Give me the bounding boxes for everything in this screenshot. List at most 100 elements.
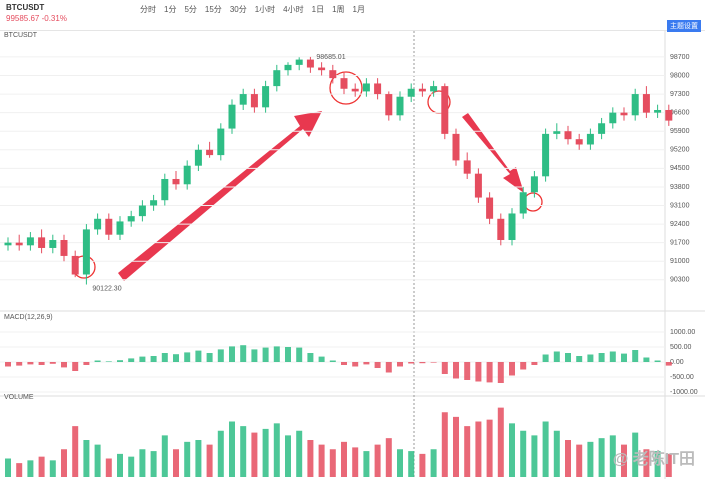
bar xyxy=(509,423,515,477)
candle-body xyxy=(217,128,225,156)
candle-body xyxy=(586,133,594,145)
chart: BTCUSDT 98700 98000 97300 96600 95900 95200 945… xyxy=(0,31,705,479)
interval[interactable]: 30分 xyxy=(229,5,247,14)
bar xyxy=(217,430,224,477)
bar xyxy=(117,453,123,477)
y-tick-label: 98700 xyxy=(670,54,690,61)
bar xyxy=(565,353,571,362)
interval[interactable]: 1月 xyxy=(352,5,365,14)
bar xyxy=(576,444,583,477)
interval[interactable]: 4小时 xyxy=(283,5,304,14)
y-tick-label: 94500 xyxy=(670,165,690,172)
bar xyxy=(105,458,112,477)
candle-body xyxy=(452,133,460,161)
bar xyxy=(408,451,415,477)
candle-body xyxy=(598,123,606,134)
bar xyxy=(419,453,426,477)
bar xyxy=(497,407,504,477)
candle-body xyxy=(407,88,415,97)
bar xyxy=(576,356,583,362)
toolbar: BTCUSDT 99585.67 -0.31% 分时 1分 5分 15分 30分 1小时 4… xyxy=(0,0,705,32)
bar xyxy=(229,421,235,477)
y-tick-label: 92400 xyxy=(670,221,690,228)
panel-label: VOLUME xyxy=(4,394,34,401)
interval[interactable]: 1周 xyxy=(332,5,345,14)
bar xyxy=(397,449,403,477)
settings-button[interactable]: 主题设置 xyxy=(667,20,701,32)
bar xyxy=(430,362,437,363)
low-label: 90122.30 xyxy=(92,285,121,292)
candle-body xyxy=(71,255,79,275)
candle-body xyxy=(396,96,404,116)
bar xyxy=(565,440,571,477)
bar xyxy=(464,426,471,477)
bar xyxy=(173,449,179,477)
bar xyxy=(475,421,482,477)
candle-body xyxy=(665,109,673,121)
candle-body xyxy=(262,86,270,108)
bar xyxy=(520,430,527,477)
y-tick-label: 500.00 xyxy=(670,344,692,351)
bar xyxy=(632,432,639,477)
bar xyxy=(397,362,403,367)
bar xyxy=(150,451,157,477)
interval[interactable]: 1小时 xyxy=(254,5,276,14)
candle-body xyxy=(530,176,538,193)
bar xyxy=(206,353,213,362)
interval[interactable]: 1分 xyxy=(164,5,177,14)
bar xyxy=(307,353,314,362)
bar xyxy=(385,362,392,373)
bar xyxy=(251,349,258,362)
bar xyxy=(520,362,527,370)
bar xyxy=(285,347,291,362)
bar xyxy=(49,460,56,477)
bar xyxy=(139,449,146,477)
annotations xyxy=(72,71,543,281)
bar xyxy=(229,346,235,362)
bar xyxy=(72,362,79,371)
candle-body xyxy=(362,83,370,92)
bar xyxy=(374,444,381,477)
bar xyxy=(341,362,347,365)
bar xyxy=(329,449,336,477)
bar xyxy=(587,354,594,362)
candle-body xyxy=(609,112,617,124)
candle-body xyxy=(418,88,426,92)
bar xyxy=(128,358,135,362)
interval[interactable]: 分时 xyxy=(140,5,156,14)
bar xyxy=(161,435,168,477)
candle-body xyxy=(4,242,12,246)
bar xyxy=(453,416,459,477)
candle-body xyxy=(654,109,662,113)
candle-body xyxy=(94,218,102,230)
bar xyxy=(486,362,493,383)
high-label: 98685.01 xyxy=(316,54,345,61)
bar xyxy=(38,362,45,365)
panel-label: BTCUSDT xyxy=(4,32,38,39)
bar xyxy=(441,362,448,374)
bar xyxy=(16,362,23,366)
bar xyxy=(654,360,661,362)
bar xyxy=(173,354,179,362)
bar xyxy=(72,426,79,477)
bar xyxy=(318,444,325,477)
bar xyxy=(195,440,202,477)
bar xyxy=(128,456,135,477)
candle-body xyxy=(127,216,135,222)
candle-body xyxy=(228,104,236,129)
candle-body xyxy=(38,237,46,248)
bar xyxy=(587,441,594,477)
interval[interactable]: 1日 xyxy=(311,5,325,14)
price: 99585.67 -0.31% xyxy=(6,14,67,23)
candle-body xyxy=(82,229,90,275)
candle-body xyxy=(631,94,639,116)
candle-body xyxy=(463,160,471,174)
bar xyxy=(341,441,347,477)
bar xyxy=(206,444,213,477)
bar xyxy=(329,360,336,362)
bar xyxy=(643,449,650,477)
bar xyxy=(385,438,392,477)
candle-body xyxy=(486,197,494,219)
interval[interactable]: 15分 xyxy=(204,5,222,14)
interval[interactable]: 5分 xyxy=(184,5,197,14)
